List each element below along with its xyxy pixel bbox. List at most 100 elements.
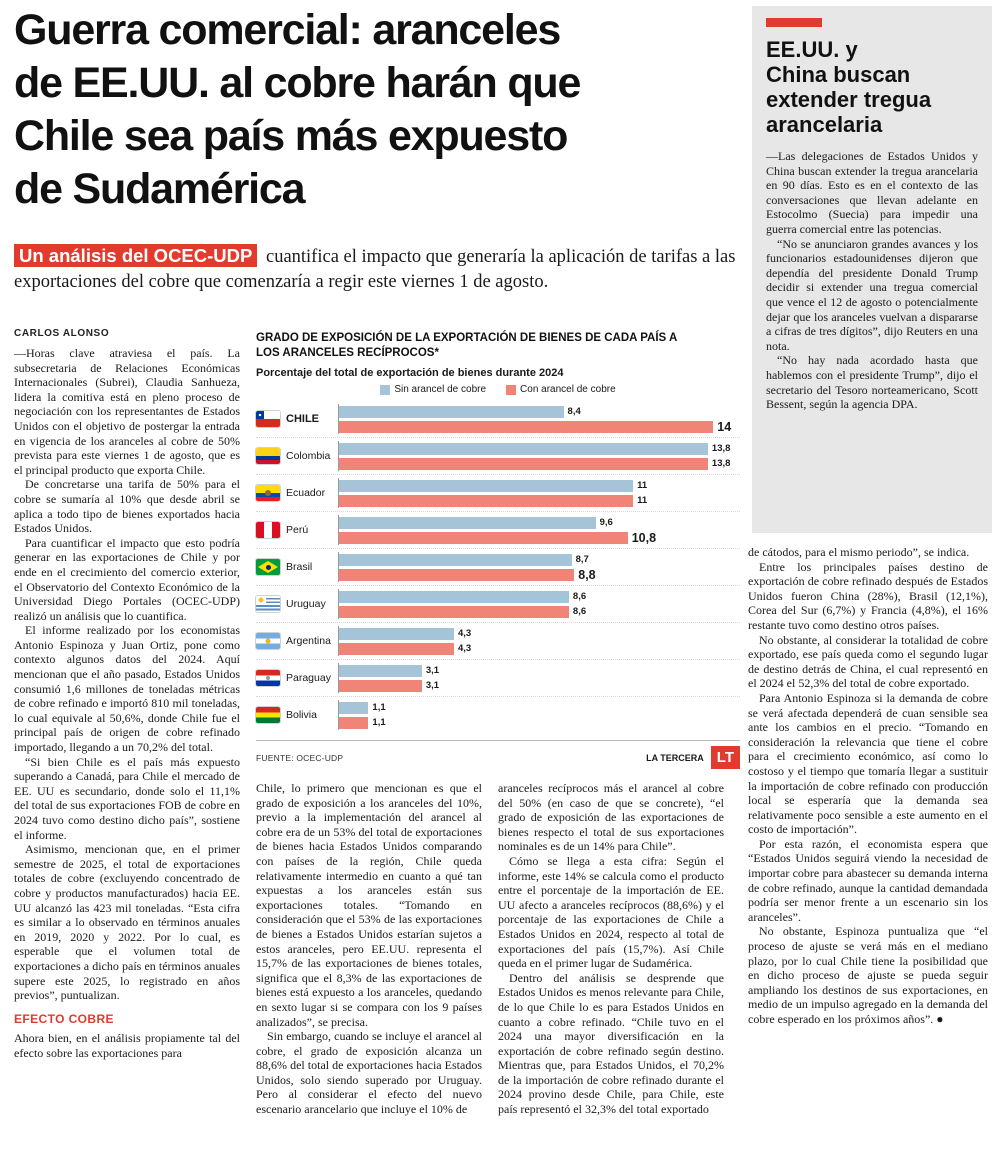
paragraph: Cómo se llega a esta cifra: Según el inf… bbox=[498, 853, 724, 971]
paragraph: —Horas clave atraviesa el país. La subse… bbox=[14, 346, 240, 477]
flag-peru-icon bbox=[256, 522, 280, 538]
bar-value-label: 3,1 bbox=[425, 680, 440, 691]
paragraph: No obstante, Espinoza puntualiza que “el… bbox=[748, 924, 988, 1026]
article-column-4: de cátodos, para el mismo periodo”, se i… bbox=[748, 545, 988, 1163]
country-label: Ecuador bbox=[286, 487, 326, 499]
deck-text: cuantifica el impacto que generaría la a… bbox=[14, 247, 736, 292]
deck: Un análisis del OCEC-UDP cuantifica el i… bbox=[14, 243, 758, 295]
paragraph: No obstante, al considerar la totalidad … bbox=[748, 632, 988, 691]
bar-value-label: 4,3 bbox=[457, 643, 472, 654]
flag-brasil-icon bbox=[256, 559, 280, 575]
column-4-textflow: de cátodos, para el mismo periodo”, se i… bbox=[748, 545, 988, 1027]
country-label: CHILE bbox=[286, 413, 319, 425]
bar-value-label: 13,8 bbox=[711, 443, 731, 454]
chart-row-brasil: Brasil 8,7 8,8 bbox=[256, 549, 740, 586]
chart-row-argentina: Argentina 4,3 4,3 bbox=[256, 623, 740, 660]
paragraph: El informe realizado por los economistas… bbox=[14, 623, 240, 755]
chart-row-peru: Perú 9,6 10,8 bbox=[256, 512, 740, 549]
bar-sin-arancel bbox=[339, 664, 422, 677]
bar-con-arancel bbox=[339, 420, 714, 433]
sidebar-headline: EE.UU. y China buscan extender tregua ar… bbox=[766, 37, 932, 137]
flag-colombia-icon bbox=[256, 448, 280, 464]
legend-item-sin-arancel: Sin arancel de cobre bbox=[380, 384, 486, 395]
article-column-3: aranceles recíprocos más el arancel al c… bbox=[498, 781, 724, 1163]
bar-group: 9,6 10,8 bbox=[338, 515, 740, 545]
country-label: Colombia bbox=[286, 450, 331, 462]
bar-value-label: 10,8 bbox=[631, 530, 657, 545]
flag-bolivia-icon bbox=[256, 707, 280, 723]
bar-sin-arancel bbox=[339, 627, 454, 640]
bar-value-label: 9,6 bbox=[599, 517, 613, 528]
legend-label: Sin arancel de cobre bbox=[394, 384, 487, 395]
chart-row-ecuador: Ecuador 11 11 bbox=[256, 475, 740, 512]
chart-row-colombia: Colombia 13,8 13,8 bbox=[256, 438, 740, 475]
column-1-textflow-after: Ahora bien, en el análisis propiamente t… bbox=[14, 1031, 240, 1060]
bar-group: 1,1 1,1 bbox=[338, 700, 740, 730]
paragraph: Dentro del análisis se desprende que Est… bbox=[498, 970, 724, 1117]
bar-value-label: 11 bbox=[637, 495, 648, 506]
bar-group: 8,7 8,8 bbox=[338, 552, 740, 582]
paragraph: —Las delegaciones de Estados Unidos y Ch… bbox=[766, 149, 978, 236]
legend-swatch-blue bbox=[380, 384, 391, 395]
chart-row-bolivia: Bolivia 1,1 1,1 bbox=[256, 697, 740, 733]
legend-label: Con arancel de cobre bbox=[520, 384, 616, 395]
sidebar-accent-bar bbox=[766, 18, 822, 27]
bar-sin-arancel bbox=[339, 479, 634, 492]
bar-group: 13,8 13,8 bbox=[338, 441, 740, 471]
country-label: Argentina bbox=[286, 635, 331, 647]
bar-con-arancel bbox=[339, 679, 422, 692]
bar-group: 8,4 14 bbox=[338, 404, 740, 434]
bar-sin-arancel bbox=[339, 553, 572, 566]
chart-subtitle: Porcentaje del total de exportación de b… bbox=[256, 367, 564, 379]
bar-group: 4,3 4,3 bbox=[338, 626, 740, 656]
bar-value-label: 11 bbox=[637, 480, 648, 491]
paragraph: Sin embargo, cuando se incluye el arance… bbox=[256, 1029, 482, 1117]
article-column-2: Chile, lo primero que mencionan es que e… bbox=[256, 781, 482, 1163]
bar-con-arancel bbox=[339, 494, 634, 507]
paragraph: Por esta razón, el economista espera que… bbox=[748, 836, 988, 924]
bar-con-arancel bbox=[339, 531, 628, 544]
bar-value-label: 4,3 bbox=[457, 628, 472, 639]
chart-title: GRADO DE EXPOSICIÓN DE LA EXPORTACIÓN DE… bbox=[256, 332, 677, 359]
la-tercera-logo: LT bbox=[710, 746, 740, 769]
country-label: Brasil bbox=[286, 561, 313, 573]
bar-value-label: 8,8 bbox=[578, 567, 596, 582]
bar-con-arancel bbox=[339, 568, 575, 581]
bar-sin-arancel bbox=[339, 405, 564, 418]
sidebar-article: EE.UU. y China buscan extender tregua ar… bbox=[752, 6, 992, 533]
flag-uruguay-icon bbox=[256, 596, 280, 612]
paragraph: Entre los principales países destino de … bbox=[748, 559, 988, 632]
country-label: Paraguay bbox=[286, 672, 331, 684]
bar-group: 8,6 8,6 bbox=[338, 589, 740, 619]
bar-value-label: 3,1 bbox=[425, 665, 440, 676]
chart-footer: FUENTE: OCEC-UDP LA TERCERA LT bbox=[256, 740, 740, 769]
byline: CARLOS ALONSO bbox=[14, 328, 110, 339]
bar-group: 3,1 3,1 bbox=[338, 663, 740, 693]
bar-con-arancel bbox=[339, 642, 454, 655]
country-label: Perú bbox=[286, 524, 309, 536]
paragraph: aranceles recíprocos más el arancel al c… bbox=[498, 781, 724, 854]
bar-sin-arancel bbox=[339, 442, 708, 455]
legend-item-con-arancel: Con arancel de cobre bbox=[506, 384, 616, 395]
column-1-textflow: —Horas clave atraviesa el país. La subse… bbox=[14, 346, 240, 1003]
paragraph: Para Antonio Espinoza si la demanda de c… bbox=[748, 690, 988, 837]
bar-value-label: 13,8 bbox=[711, 458, 731, 469]
bar-sin-arancel bbox=[339, 516, 596, 529]
page-title: Guerra comercial: aranceles de EE.UU. al… bbox=[14, 6, 581, 213]
credit-label: LA TERCERA bbox=[646, 752, 704, 763]
chart-rows: CHILE 8,4 14 Colombia 13,8 13,8 Ecuador 11 11 Per… bbox=[256, 401, 740, 733]
paragraph: “Si bien Chile es el país más expuesto s… bbox=[14, 754, 240, 842]
flag-argentina-icon bbox=[256, 633, 280, 649]
article-column-1: —Horas clave atraviesa el país. La subse… bbox=[14, 346, 240, 1163]
country-label: Uruguay bbox=[286, 598, 326, 610]
bar-value-label: 8,6 bbox=[572, 591, 587, 602]
bar-sin-arancel bbox=[339, 590, 569, 603]
chart-row-uruguay: Uruguay 8,6 8,6 bbox=[256, 586, 740, 623]
column-3-textflow: aranceles recíprocos más el arancel al c… bbox=[498, 781, 724, 1117]
paragraph: De concretarse una tarifa de 50% para el… bbox=[14, 477, 240, 536]
bar-con-arancel bbox=[339, 457, 708, 470]
paragraph: Asimismo, mencionan que, en el primer se… bbox=[14, 842, 240, 1003]
bar-con-arancel bbox=[339, 605, 569, 618]
section-subhead: EFECTO COBRE bbox=[14, 1011, 114, 1026]
